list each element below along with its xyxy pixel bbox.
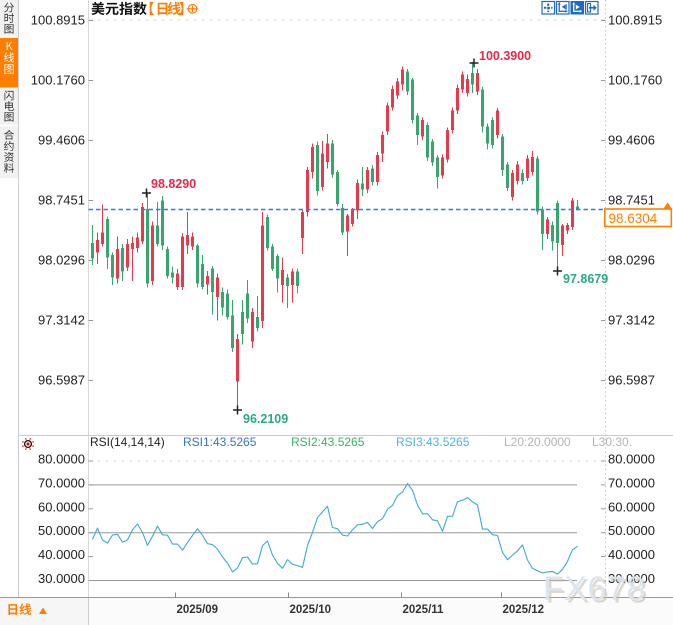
svg-text:100.8915: 100.8915 <box>608 13 662 28</box>
svg-text:98.7451: 98.7451 <box>608 193 655 208</box>
svg-text:2025/10: 2025/10 <box>290 604 332 616</box>
svg-text:98.7451: 98.7451 <box>38 193 85 208</box>
svg-text:96.2109: 96.2109 <box>243 412 288 426</box>
svg-text:2025/11: 2025/11 <box>403 604 445 616</box>
svg-text:100.3900: 100.3900 <box>479 49 531 63</box>
svg-text:97.3142: 97.3142 <box>38 313 85 328</box>
svg-text:30.0000: 30.0000 <box>608 571 655 586</box>
svg-text:60.0000: 60.0000 <box>608 499 655 514</box>
svg-text:L30:30.: L30:30. <box>592 435 632 449</box>
svg-text:98.0296: 98.0296 <box>38 253 85 268</box>
svg-text:100.8915: 100.8915 <box>31 13 85 28</box>
svg-text:98.6304: 98.6304 <box>609 211 658 226</box>
svg-text:RSI2:43.5265: RSI2:43.5265 <box>291 435 365 449</box>
svg-text:80.0000: 80.0000 <box>38 452 85 467</box>
svg-text:96.5987: 96.5987 <box>38 373 85 388</box>
svg-text:98.8290: 98.8290 <box>151 177 196 191</box>
svg-text:FX678: FX678 <box>546 573 649 611</box>
svg-text:50.0000: 50.0000 <box>38 523 85 538</box>
svg-text:80.0000: 80.0000 <box>608 452 655 467</box>
svg-text:96.5987: 96.5987 <box>608 373 655 388</box>
svg-text:98.0296: 98.0296 <box>608 253 655 268</box>
svg-text:70.0000: 70.0000 <box>608 475 655 490</box>
svg-text:RSI(14,14,14): RSI(14,14,14) <box>90 435 165 449</box>
svg-text:100.1760: 100.1760 <box>31 73 85 88</box>
svg-text:2025/12: 2025/12 <box>503 604 545 616</box>
svg-text:RSI1:43.5265: RSI1:43.5265 <box>183 435 257 449</box>
svg-text:50.0000: 50.0000 <box>608 523 655 538</box>
svg-text:FX678: FX678 <box>543 570 646 608</box>
svg-text:L20:20.0000: L20:20.0000 <box>504 435 571 449</box>
svg-text:40.0000: 40.0000 <box>38 547 85 562</box>
svg-text:70.0000: 70.0000 <box>38 475 85 490</box>
svg-text:RSI3:43.5265: RSI3:43.5265 <box>396 435 470 449</box>
svg-text:97.3142: 97.3142 <box>608 313 655 328</box>
svg-text:40.0000: 40.0000 <box>608 547 655 562</box>
svg-text:99.4606: 99.4606 <box>608 133 655 148</box>
svg-text:100.1760: 100.1760 <box>608 73 662 88</box>
svg-text:30.0000: 30.0000 <box>38 571 85 586</box>
svg-text:99.4606: 99.4606 <box>38 133 85 148</box>
svg-text:2025/09: 2025/09 <box>177 604 219 616</box>
svg-text:60.0000: 60.0000 <box>38 499 85 514</box>
svg-text:97.8679: 97.8679 <box>563 272 608 286</box>
